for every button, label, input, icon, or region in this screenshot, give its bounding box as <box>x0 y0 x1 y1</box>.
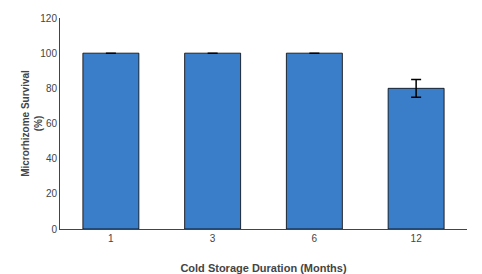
svg-text:12: 12 <box>411 233 423 244</box>
svg-text:40: 40 <box>46 153 58 164</box>
svg-text:3: 3 <box>210 233 216 244</box>
svg-text:100: 100 <box>40 48 57 59</box>
svg-text:20: 20 <box>46 188 58 199</box>
svg-text:Cold Storage Duration (Months): Cold Storage Duration (Months) <box>180 262 347 274</box>
svg-text:6: 6 <box>312 233 318 244</box>
svg-text:80: 80 <box>46 83 58 94</box>
svg-text:Microrhizome Survival(%): Microrhizome Survival(%) <box>20 70 44 177</box>
svg-text:0: 0 <box>51 224 57 235</box>
svg-text:120: 120 <box>40 13 57 24</box>
svg-text:60: 60 <box>46 118 58 129</box>
svg-text:1: 1 <box>108 233 114 244</box>
